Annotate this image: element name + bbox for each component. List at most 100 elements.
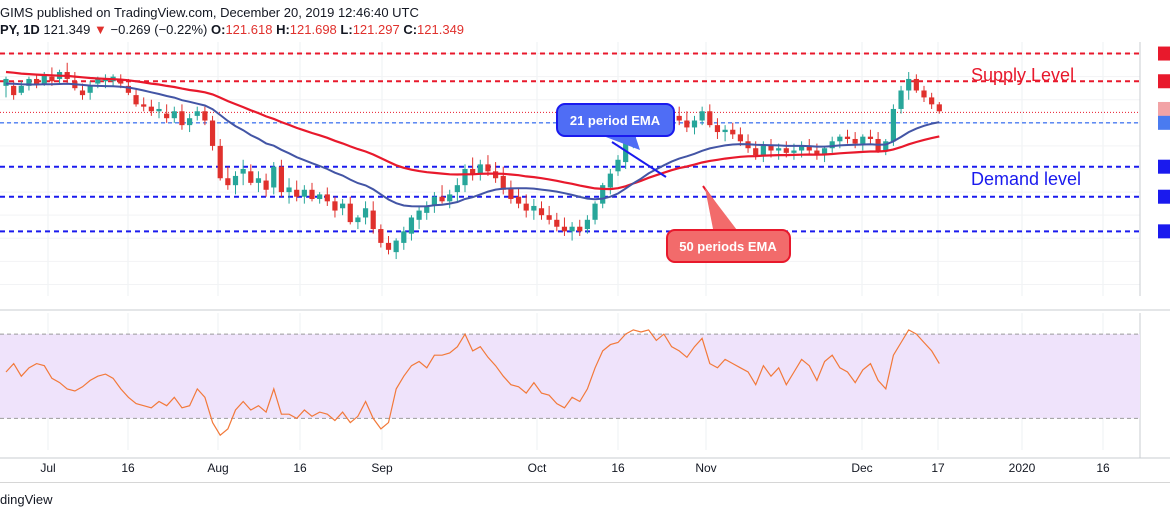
candle-body xyxy=(753,148,759,156)
candle-body xyxy=(41,74,47,84)
candle-body xyxy=(187,118,193,126)
candle-body xyxy=(600,185,606,204)
candle-body xyxy=(699,111,705,121)
candle-body xyxy=(408,217,415,234)
candle-body xyxy=(531,205,537,211)
axis-price-marker xyxy=(1158,189,1170,204)
candle-body xyxy=(393,240,399,253)
candle-body xyxy=(454,185,460,193)
candle-body xyxy=(18,85,24,93)
x-tick-label: Aug xyxy=(207,461,228,475)
candle-body xyxy=(852,138,858,144)
close-value: 121.349 xyxy=(417,22,465,37)
candle-body xyxy=(929,97,935,105)
candle-body xyxy=(714,125,721,133)
candle-body xyxy=(477,164,483,174)
axis-price-marker xyxy=(1158,115,1170,130)
candle-body xyxy=(821,148,828,156)
candle-body xyxy=(569,226,575,232)
candle-body xyxy=(49,76,55,82)
open-value: 121.618 xyxy=(225,22,273,37)
candle-body xyxy=(508,187,514,200)
symbol-label[interactable]: PY, 1D xyxy=(0,22,40,37)
candle-body xyxy=(837,136,843,142)
x-tick-label: 16 xyxy=(1096,461,1110,475)
candle-body xyxy=(217,145,223,179)
x-tick-label: 16 xyxy=(611,461,625,475)
high-value: 121.698 xyxy=(289,22,337,37)
candle-body xyxy=(225,178,231,186)
candle-body xyxy=(324,194,330,202)
candle-body xyxy=(340,203,346,209)
candle-body xyxy=(202,111,208,121)
candle-body xyxy=(133,95,139,105)
candle-body xyxy=(936,104,942,112)
candle-body xyxy=(462,169,468,186)
ema50-line xyxy=(5,70,940,191)
candle-body xyxy=(179,111,185,126)
candle-body xyxy=(164,113,170,119)
candle-body xyxy=(493,171,499,179)
candle-body xyxy=(424,205,430,213)
candle-body xyxy=(34,78,40,84)
x-tick-label: Sep xyxy=(371,461,393,475)
x-tick-label: 17 xyxy=(931,461,945,475)
ema21-callout-label: 21 period EMA xyxy=(570,113,661,128)
candle-body xyxy=(844,136,851,139)
low-label: L: xyxy=(340,22,353,37)
candle-body xyxy=(592,203,598,220)
candle-body xyxy=(607,173,613,188)
x-tick-label: 16 xyxy=(121,461,135,475)
candle-body xyxy=(890,108,896,142)
candle-body xyxy=(301,189,307,197)
candle-body xyxy=(416,210,422,220)
high-label: H: xyxy=(276,22,290,37)
axis-price-marker xyxy=(1158,46,1170,61)
candle-body xyxy=(370,210,376,230)
rsi-line xyxy=(5,329,940,437)
axis-price-marker xyxy=(1158,101,1170,116)
candle-body xyxy=(737,134,743,142)
candle-body xyxy=(95,78,101,84)
candle-body xyxy=(515,196,522,204)
ema21-line xyxy=(5,82,940,208)
candle-body xyxy=(577,226,583,232)
candle-body xyxy=(263,180,269,190)
candle-body xyxy=(913,78,919,91)
candle-body xyxy=(156,108,162,112)
candle-body xyxy=(561,226,568,232)
candle-body xyxy=(470,169,476,174)
candle-body xyxy=(584,219,590,230)
candle-body xyxy=(79,90,86,96)
candle-body xyxy=(401,231,407,243)
candle-body xyxy=(867,136,874,139)
candle-body xyxy=(722,129,728,133)
candle-body xyxy=(309,189,315,200)
demand-level-label: Demand level xyxy=(971,169,1081,189)
close-label: C: xyxy=(403,22,418,37)
x-tick-label: Oct xyxy=(528,461,547,475)
axis-price-marker xyxy=(1158,74,1170,89)
candle-body xyxy=(11,85,17,96)
candle-body xyxy=(691,120,698,128)
candle-body xyxy=(447,194,453,202)
candle-body xyxy=(148,106,154,112)
candle-body xyxy=(347,203,353,223)
candle-body xyxy=(378,229,384,243)
candle-body xyxy=(171,111,177,119)
low-value: 121.297 xyxy=(352,22,400,37)
candle-body xyxy=(829,141,835,149)
candle-body xyxy=(317,194,323,200)
candle-body xyxy=(707,111,713,126)
candle-body xyxy=(615,159,621,172)
x-tick-label: Nov xyxy=(695,461,716,475)
candle-body xyxy=(3,78,9,86)
x-tick-label: Dec xyxy=(851,461,872,475)
candle-body xyxy=(278,166,284,193)
candle-body xyxy=(232,175,239,186)
candle-body xyxy=(439,196,445,202)
x-tick-label: 16 xyxy=(293,461,307,475)
chart-header: GIMS published on TradingView.com, Decem… xyxy=(0,0,1170,42)
candle-body xyxy=(546,215,552,220)
